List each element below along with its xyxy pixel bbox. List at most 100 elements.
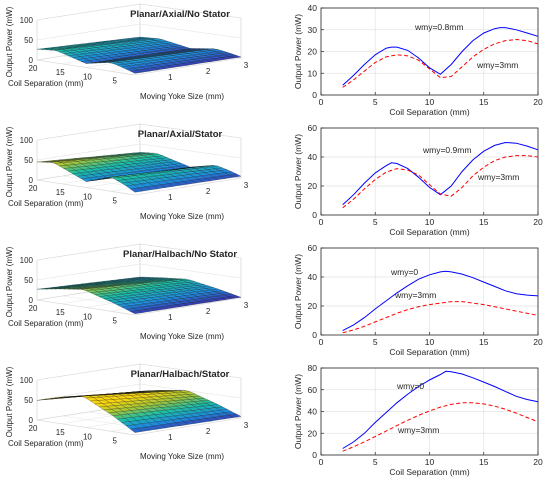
surface-mesh <box>36 152 242 193</box>
surface-chart-4: 0 50 100 Output Power (mW) 20 15 10 5 Coil Separ… <box>5 363 249 461</box>
yoke-tick-label: 2 <box>206 187 211 196</box>
coil-axis-label: Coil Separation (mm) <box>8 79 84 88</box>
series-line-solid <box>342 270 539 332</box>
z-tick-label: 0 <box>29 416 34 425</box>
series-label: wmy=3mm <box>397 425 439 435</box>
surface-patch <box>130 427 143 433</box>
surface-patch <box>130 310 144 314</box>
coil-tick-label: 15 <box>56 188 65 197</box>
y-tick-label: 0 <box>312 450 317 460</box>
yoke-tick-label: 1 <box>168 433 173 442</box>
y-tick-label: 0 <box>312 210 317 220</box>
coil-axis-label: Coil Separation (mm) <box>8 319 84 328</box>
x-tick-label: 10 <box>425 97 435 107</box>
x-tick-label: 10 <box>425 457 435 467</box>
x-tick-label: 20 <box>533 217 543 227</box>
coil-tick-label: 10 <box>83 72 92 81</box>
yoke-tick-label: 1 <box>168 193 173 202</box>
yoke-tick-label: 1 <box>168 73 173 82</box>
coil-tick-label: 10 <box>83 432 92 441</box>
z-gridline <box>36 243 242 261</box>
z-gridline <box>36 123 242 141</box>
z-tick-label: 0 <box>29 56 34 65</box>
series-line-dashed <box>342 38 539 88</box>
y-axis-label: Output Power (mW) <box>293 134 303 209</box>
z-tick-label: 100 <box>20 136 34 145</box>
x-tick-label: 20 <box>533 457 543 467</box>
x-axis-label: Coil Separation (mm) <box>389 467 469 477</box>
y-tick-label: 60 <box>308 243 318 253</box>
chart-title: Planar/Axial/No Stator <box>130 9 230 20</box>
coil-tick-label: 5 <box>112 317 117 326</box>
z-tick-label: 100 <box>20 376 34 385</box>
z-gridline <box>36 263 242 281</box>
x-tick-label: 5 <box>373 457 378 467</box>
yoke-tick-label: 2 <box>206 67 211 76</box>
axes-box <box>320 247 539 336</box>
series-label: wmy=0 <box>390 267 418 277</box>
yoke-tick-label: 1 <box>168 313 173 322</box>
coil-tick-label: 20 <box>29 304 38 313</box>
surface-mesh <box>36 36 242 74</box>
surface-patch <box>130 69 144 74</box>
z-tick-label: 100 <box>20 256 34 265</box>
x-tick-label: 15 <box>479 217 489 227</box>
series-label: wmy=0.8mm <box>414 22 463 32</box>
series-line-dashed <box>342 301 539 334</box>
z-gridline <box>36 3 242 21</box>
yoke-tick-label: 3 <box>244 61 249 70</box>
y-tick-label: 20 <box>308 428 318 438</box>
series-line-dashed <box>342 402 539 452</box>
x-tick-label: 0 <box>319 457 324 467</box>
z-tick-label: 100 <box>20 16 34 25</box>
x-tick-label: 10 <box>425 217 435 227</box>
series-line-dashed <box>342 155 539 209</box>
coil-tick-label: 10 <box>83 312 92 321</box>
coil-tick-label: 5 <box>112 437 117 446</box>
series-label: wmy=0.9mm <box>422 145 471 155</box>
x-tick-label: 15 <box>479 97 489 107</box>
coil-tick-label: 10 <box>83 192 92 201</box>
x-tick-label: 0 <box>319 97 324 107</box>
y-tick-label: 60 <box>308 385 318 395</box>
y-tick-label: 40 <box>308 407 318 417</box>
coil-tick-label: 20 <box>29 184 38 193</box>
z-tick-label: 50 <box>24 276 33 285</box>
coil-tick-label: 15 <box>56 308 65 317</box>
y-tick-label: 40 <box>308 272 318 282</box>
x-tick-label: 0 <box>319 337 324 347</box>
y-tick-label: 30 <box>308 25 318 35</box>
y-tick-label: 0 <box>312 330 317 340</box>
surface-chart-3: 0 50 100 Output Power (mW) 20 15 10 5 Coil Separ… <box>5 243 249 341</box>
series-label: wmy=3mm <box>477 172 519 182</box>
yoke-tick-label: 3 <box>244 421 249 430</box>
x-tick-label: 20 <box>533 337 543 347</box>
axes-box <box>320 7 539 96</box>
z-tick-label: 0 <box>29 176 34 185</box>
y-tick-label: 40 <box>308 152 318 162</box>
surface-chart-2: 0 50 100 Output Power (mW) 20 15 10 5 Coil Separ… <box>5 123 249 221</box>
z-tick-label: 50 <box>24 156 33 165</box>
x-tick-label: 10 <box>425 337 435 347</box>
y-tick-label: 20 <box>308 47 318 57</box>
line-chart-1: 0 5 10 15 20 0 10 20 30 40 Coil Separation (mm) Out… <box>293 3 543 117</box>
y-tick-label: 0 <box>312 90 317 100</box>
y-tick-label: 60 <box>308 123 318 133</box>
axes-box <box>320 367 539 456</box>
surface-patch <box>130 187 143 193</box>
series-label: wmy=3mm <box>476 60 518 70</box>
x-tick-label: 0 <box>319 217 324 227</box>
z-gridline <box>36 23 242 41</box>
series-label: wmy=3mm <box>394 290 436 300</box>
chart-title: Planar/Halbach/No Stator <box>123 249 237 260</box>
yoke-tick-label: 3 <box>244 301 249 310</box>
x-tick-label: 15 <box>479 457 489 467</box>
coil-tick-label: 15 <box>56 68 65 77</box>
x-axis-label: Coil Separation (mm) <box>389 107 469 117</box>
y-axis-label: Output Power (mW) <box>293 14 303 89</box>
x-tick-label: 15 <box>479 337 489 347</box>
axes-box <box>320 127 539 216</box>
yoke-axis-label: Moving Yoke Size (mm) <box>140 332 224 341</box>
series-line-solid <box>342 141 539 206</box>
